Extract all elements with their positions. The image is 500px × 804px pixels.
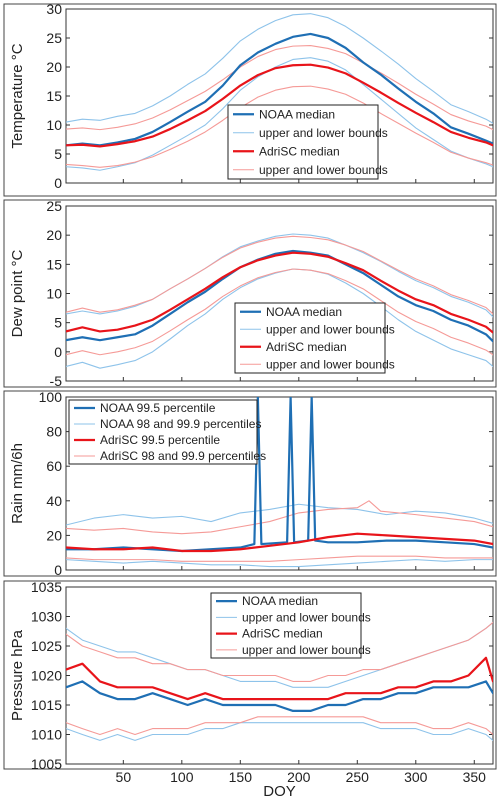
- y-axis-label: Temperature °C: [9, 43, 26, 148]
- series-line-adrisc-lower-bound: [66, 268, 493, 356]
- legend-entry-label: AdriSC median: [266, 340, 347, 354]
- legend-entry-label: AdriSC median: [242, 627, 323, 641]
- y-tick-label: 15: [46, 88, 62, 104]
- legend-entry-label: AdriSC 99.5 percentile: [100, 433, 220, 447]
- legend-entry-label: AdriSC 98 and 99.9 percentiles: [100, 449, 266, 463]
- y-tick-label: 10: [46, 286, 62, 302]
- y-tick-label: 20: [46, 227, 62, 243]
- y-tick-label: 25: [46, 198, 62, 214]
- x-tick-label: 150: [229, 769, 253, 785]
- x-tick-label: 250: [346, 769, 370, 785]
- panel-frame: [3, 580, 497, 770]
- series-line-adrisc-98-and-99-9-percentiles-lower: [66, 555, 493, 562]
- legend-entry-label: NOAA 99.5 percentile: [100, 401, 216, 415]
- y-tick-label: 40: [46, 493, 62, 509]
- legend-box: [234, 302, 386, 374]
- y-tick-label: 1030: [31, 609, 62, 625]
- y-axis-label: Pressure hPa: [9, 629, 26, 721]
- legend: NOAA median upper and lower bounds AdriSC …: [227, 104, 388, 180]
- series-line-noaa-lower-bound: [66, 722, 493, 741]
- series-line-noaa-upper-bound: [66, 13, 493, 124]
- series-line-noaa-median: [66, 249, 493, 343]
- x-axis-label: DOY: [263, 783, 296, 800]
- legend-entry-label: AdriSC median: [259, 144, 340, 158]
- panel-dew-point-c: -5 0 5 10 15 20 25 Dew point °C NOAA median upper…: [3, 198, 497, 389]
- y-tick-label: 1015: [31, 697, 62, 713]
- legend-entry-label: NOAA 98 and 99.9 percentiles: [100, 417, 261, 431]
- legend-box: [227, 104, 379, 180]
- legend-entry-label: upper and lower bounds: [266, 322, 395, 336]
- panel-frame: [3, 390, 497, 577]
- series-group: [66, 397, 493, 568]
- y-tick-label: 20: [46, 527, 62, 543]
- y-tick-label: 80: [46, 424, 62, 440]
- series-line-adrisc-median: [66, 251, 493, 334]
- y-tick-label: 1035: [31, 579, 62, 595]
- series-group: [66, 13, 493, 171]
- series-line-adrisc-lower-bound: [66, 85, 493, 168]
- legend-entry-label: upper and lower bounds: [259, 163, 388, 177]
- legend: NOAA median upper and lower bounds AdriSC …: [210, 592, 371, 659]
- series-line-noaa-median: [66, 680, 493, 712]
- y-axis-label: Rain mm/6h: [9, 443, 26, 524]
- panel-pressure-hpa: 1005 1010 1015 1020 1025 1030 1035 50 100 150 200 2…: [3, 579, 497, 800]
- legend-box: [68, 399, 258, 465]
- panel-rain-mm-6h: 0 20 40 60 80 100 Rain mm/6h NOAA 99.5 percenti…: [3, 389, 497, 578]
- series-line-noaa-median: [66, 32, 493, 147]
- legend-entry-label: upper and lower bounds: [242, 610, 371, 624]
- legend: NOAA 99.5 percentile NOAA 98 and 99.9 per…: [68, 399, 266, 465]
- y-axis-label: Dew point °C: [9, 249, 26, 337]
- series-line-noaa-upper-bound: [66, 233, 493, 318]
- y-tick-label: 1025: [31, 638, 62, 654]
- series-line-adrisc-lower-bound: [66, 716, 493, 736]
- y-tick-label: -5: [50, 373, 63, 389]
- x-tick-label: 100: [170, 769, 194, 785]
- y-tick-label: 60: [46, 458, 62, 474]
- series-line-noaa-98-and-99-9-percentiles-upper: [66, 503, 493, 526]
- y-tick-label: 1005: [31, 756, 62, 772]
- legend-entry-label: NOAA median: [266, 305, 342, 319]
- y-tick-label: 20: [46, 59, 62, 75]
- x-tick-label: 50: [116, 769, 132, 785]
- series-line-adrisc-upper-bound: [66, 621, 493, 682]
- y-tick-label: 15: [46, 256, 62, 272]
- y-tick-label: 1010: [31, 727, 62, 743]
- legend-entry-label: upper and lower bounds: [242, 643, 371, 657]
- x-tick-label: 200: [287, 769, 311, 785]
- legend-entry-label: NOAA median: [242, 594, 318, 608]
- y-tick-label: 0: [54, 175, 62, 191]
- y-tick-label: 30: [46, 1, 62, 17]
- panel-frame: [3, 3, 497, 197]
- legend: NOAA median upper and lower bounds AdriSC …: [234, 302, 395, 374]
- series-line-noaa-98-and-99-9-percentiles-lower: [66, 559, 493, 568]
- series-line-adrisc-upper-bound: [66, 44, 493, 131]
- x-tick-label: 300: [404, 769, 428, 785]
- series-line-adrisc-median: [66, 656, 493, 701]
- y-tick-label: 0: [54, 344, 62, 360]
- y-tick-label: 10: [46, 117, 62, 133]
- legend-entry-label: NOAA median: [259, 107, 335, 121]
- series-line-adrisc-98-and-99-9-percentiles-upper: [66, 500, 493, 535]
- legend-entry-label: upper and lower bounds: [259, 126, 388, 140]
- y-tick-label: 1020: [31, 668, 62, 684]
- series-group: [66, 621, 493, 741]
- y-tick-label: 5: [54, 146, 62, 162]
- series-group: [66, 233, 493, 369]
- legend-box: [210, 592, 362, 659]
- y-tick-label: 5: [54, 315, 62, 331]
- y-tick-label: 100: [39, 389, 63, 405]
- legend-entry-label: upper and lower bounds: [266, 357, 395, 371]
- y-tick-label: 0: [54, 562, 62, 578]
- series-line-adrisc-upper-bound: [66, 235, 493, 315]
- panel-frame: [3, 199, 497, 388]
- panel-temperature-c: 0 5 10 15 20 25 30 Temperature °C NOAA median upp…: [3, 1, 497, 197]
- y-tick-label: 25: [46, 30, 62, 46]
- series-line-adrisc-median: [66, 63, 493, 148]
- x-tick-label: 350: [463, 769, 487, 785]
- series-line-adrisc-99-5-percentile: [66, 532, 493, 553]
